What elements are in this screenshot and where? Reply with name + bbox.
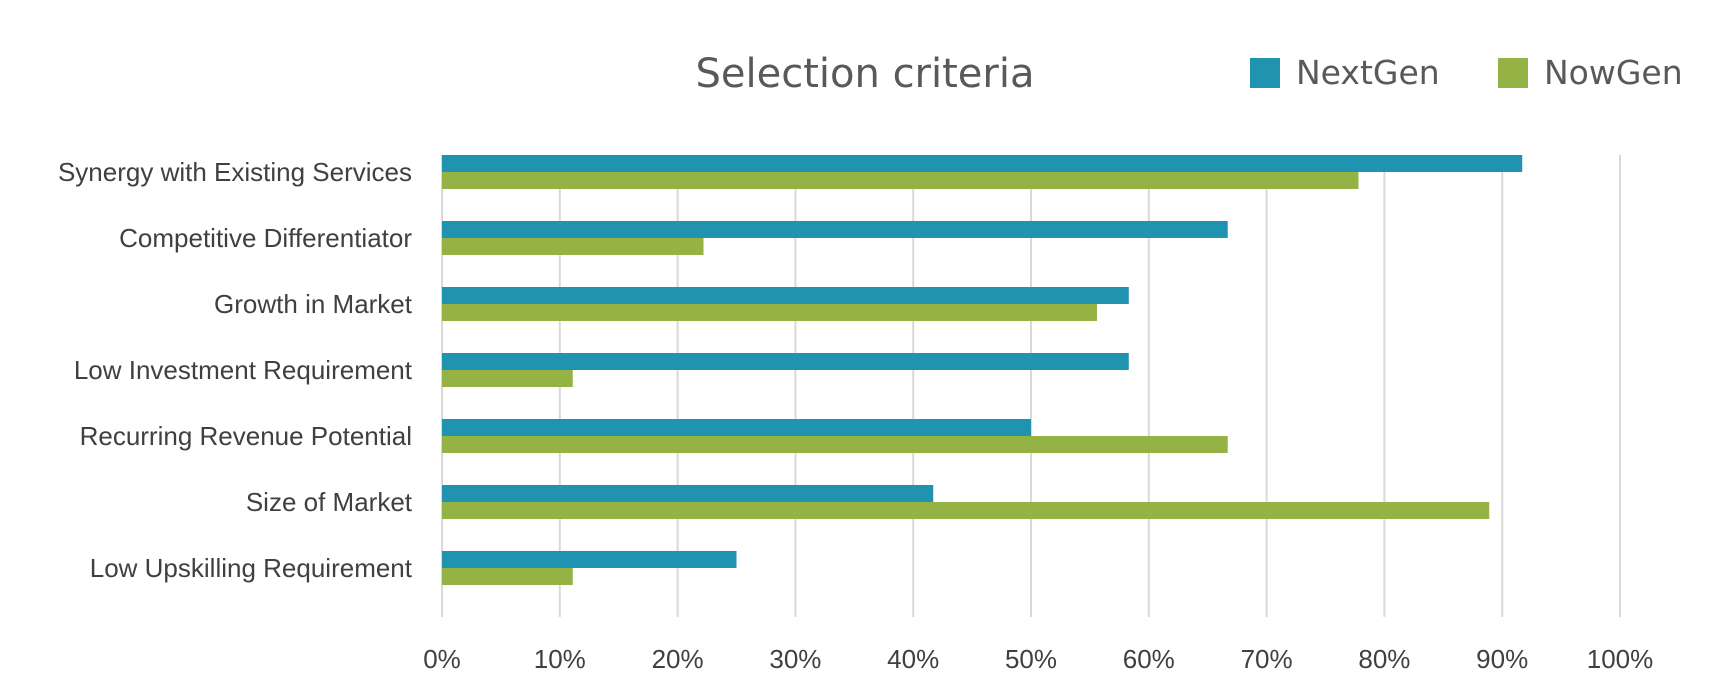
legend: NextGen NowGen	[1250, 53, 1683, 92]
bars	[442, 155, 1523, 585]
bar-nextgen-6	[442, 551, 737, 568]
bar-nowgen-4	[442, 436, 1228, 453]
x-tick-label: 80%	[1358, 644, 1410, 674]
category-label: Competitive Differentiator	[119, 223, 412, 253]
legend-swatch-nextgen	[1250, 58, 1280, 88]
category-label: Low Investment Requirement	[74, 355, 413, 385]
legend-label-nextgen: NextGen	[1296, 53, 1440, 92]
category-label: Growth in Market	[214, 289, 413, 319]
x-tick-label: 40%	[887, 644, 939, 674]
x-tick-label: 50%	[1005, 644, 1057, 674]
x-axis-tick-labels: 0% 10% 20% 30% 40% 50% 60% 70% 80% 90% 100%	[423, 644, 1653, 674]
bar-nextgen-3	[442, 353, 1129, 370]
category-label: Recurring Revenue Potential	[80, 421, 412, 451]
x-tick-label: 10%	[534, 644, 586, 674]
x-tick-label: 30%	[769, 644, 821, 674]
category-label: Low Upskilling Requirement	[90, 553, 413, 583]
x-tick-label: 0%	[423, 644, 461, 674]
category-labels: Synergy with Existing Services Competitiv…	[58, 157, 413, 583]
bar-nowgen-1	[442, 238, 704, 255]
x-tick-label: 100%	[1587, 644, 1654, 674]
legend-swatch-nowgen	[1498, 58, 1528, 88]
bar-nowgen-6	[442, 568, 573, 585]
chart-title: Selection criteria	[696, 51, 1035, 97]
bar-nowgen-3	[442, 370, 573, 387]
bar-nextgen-1	[442, 221, 1228, 238]
x-tick-label: 60%	[1123, 644, 1175, 674]
category-label: Size of Market	[246, 487, 413, 517]
x-tick-label: 20%	[652, 644, 704, 674]
bar-nowgen-0	[442, 172, 1359, 189]
bar-nowgen-5	[442, 502, 1490, 519]
category-label: Synergy with Existing Services	[58, 157, 412, 187]
legend-label-nowgen: NowGen	[1544, 53, 1683, 92]
bar-nextgen-0	[442, 155, 1523, 172]
bar-nextgen-5	[442, 485, 934, 502]
bar-nowgen-2	[442, 304, 1097, 321]
bar-nextgen-2	[442, 287, 1129, 304]
bar-nextgen-4	[442, 419, 1031, 436]
x-tick-label: 90%	[1476, 644, 1528, 674]
x-tick-label: 70%	[1241, 644, 1293, 674]
